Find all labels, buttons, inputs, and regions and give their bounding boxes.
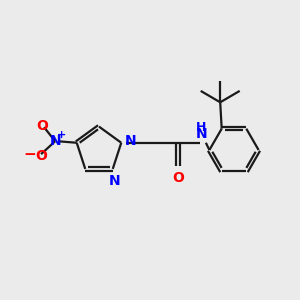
Text: N: N	[196, 127, 208, 141]
Text: +: +	[57, 130, 66, 140]
Text: N: N	[125, 134, 136, 148]
Text: H: H	[196, 122, 206, 134]
Text: N: N	[49, 134, 61, 148]
Text: O: O	[172, 171, 184, 185]
Text: −: −	[24, 147, 36, 162]
Text: O: O	[37, 119, 49, 133]
Text: N: N	[108, 174, 120, 188]
Text: O: O	[35, 149, 47, 163]
